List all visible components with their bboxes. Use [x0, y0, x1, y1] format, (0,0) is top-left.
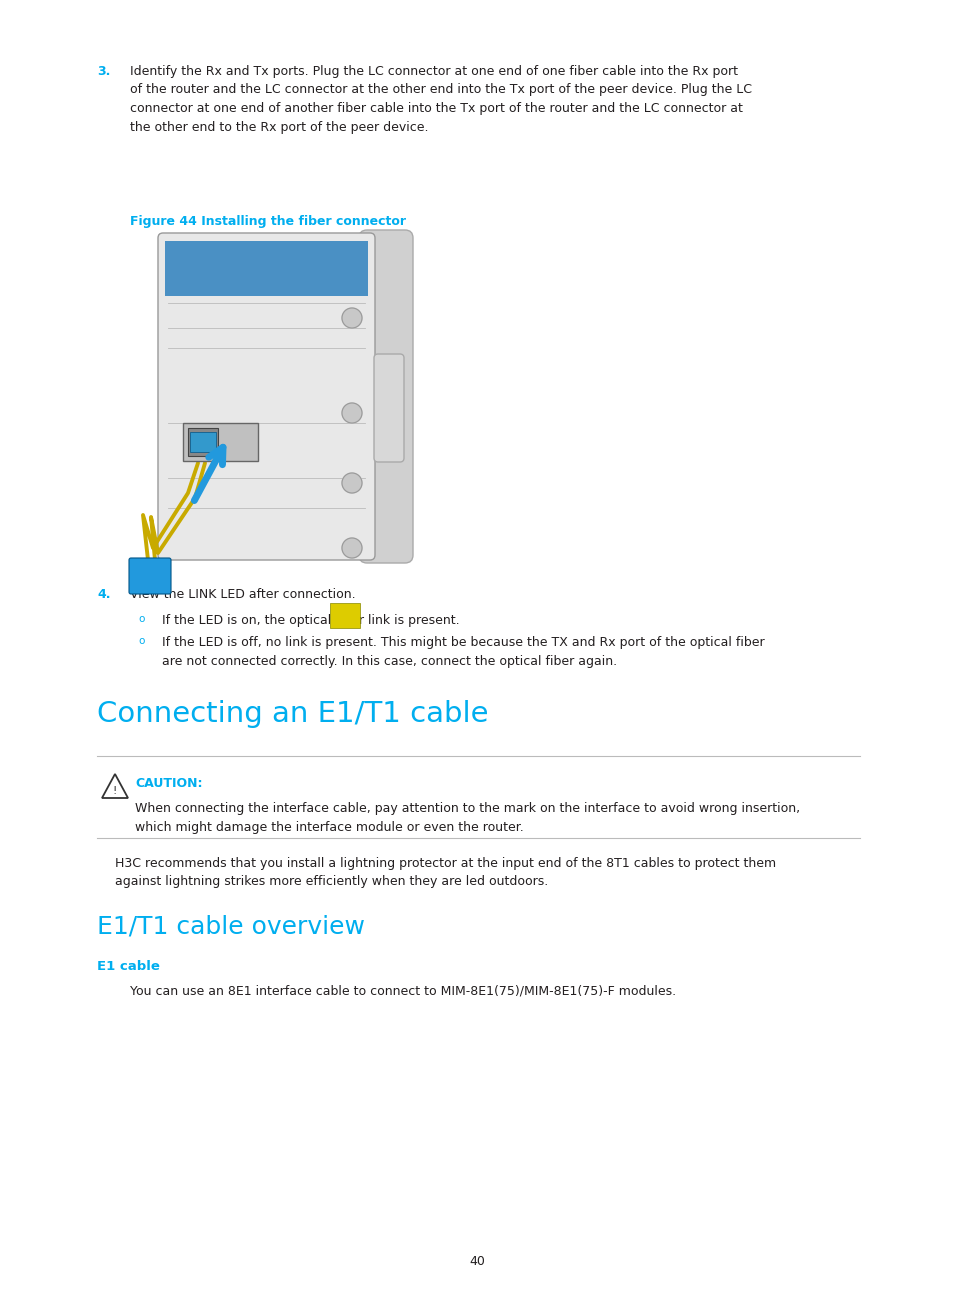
Text: Connecting an E1/T1 cable: Connecting an E1/T1 cable	[97, 700, 488, 728]
Text: o: o	[138, 614, 144, 623]
Text: 4.: 4.	[97, 588, 111, 601]
Text: Identify the Rx and Tx ports. Plug the LC connector at one end of one fiber cabl: Identify the Rx and Tx ports. Plug the L…	[130, 65, 751, 133]
Text: !: !	[112, 785, 117, 796]
Text: o: o	[138, 636, 144, 645]
FancyBboxPatch shape	[129, 559, 171, 594]
Text: If the LED is off, no link is present. This might be because the TX and Rx port : If the LED is off, no link is present. T…	[162, 636, 763, 667]
Text: H3C recommends that you install a lightning protector at the input end of the 8T: H3C recommends that you install a lightn…	[115, 857, 776, 889]
Circle shape	[341, 403, 361, 422]
Circle shape	[341, 308, 361, 328]
Bar	[330, 603, 359, 629]
Text: CAUTION:: CAUTION:	[135, 778, 202, 791]
FancyBboxPatch shape	[358, 229, 413, 562]
Bar	[183, 422, 257, 461]
Text: View the LINK LED after connection.: View the LINK LED after connection.	[130, 588, 355, 601]
Text: When connecting the interface cable, pay attention to the mark on the interface : When connecting the interface cable, pay…	[135, 802, 800, 833]
Text: E1/T1 cable overview: E1/T1 cable overview	[97, 914, 365, 938]
Text: 40: 40	[469, 1255, 484, 1267]
Circle shape	[341, 473, 361, 492]
Bar	[165, 241, 368, 295]
Text: If the LED is on, the optical fiber link is present.: If the LED is on, the optical fiber link…	[162, 614, 459, 627]
Bar	[188, 428, 218, 456]
Text: You can use an 8E1 interface cable to connect to MIM-8E1(75)/MIM-8E1(75)-F modul: You can use an 8E1 interface cable to co…	[130, 984, 676, 997]
Bar	[190, 432, 215, 452]
Text: E1 cable: E1 cable	[97, 960, 160, 973]
Text: 3.: 3.	[97, 65, 111, 78]
Circle shape	[341, 538, 361, 559]
Text: Figure 44 Installing the fiber connector: Figure 44 Installing the fiber connector	[130, 215, 406, 228]
FancyBboxPatch shape	[158, 233, 375, 560]
FancyBboxPatch shape	[374, 354, 403, 461]
